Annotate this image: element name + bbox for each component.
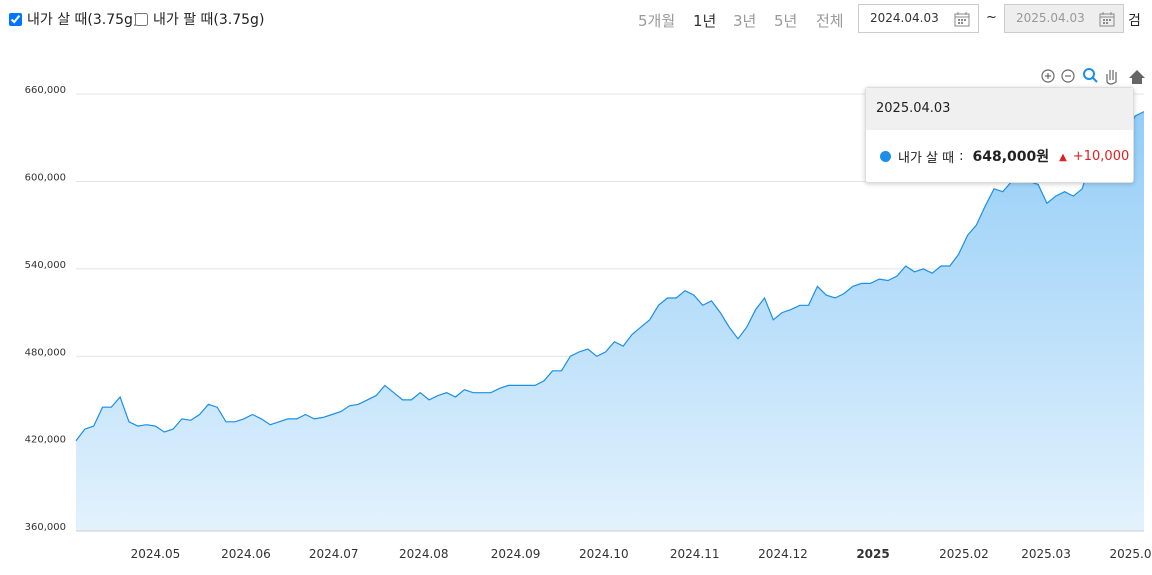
calendar-icon	[1099, 12, 1115, 27]
tooltip: 2025.04.03 내가 살 때 : 648,000원 ▲ +10,000	[865, 87, 1134, 183]
zoom-in-icon[interactable]	[1041, 69, 1055, 83]
home-icon[interactable]	[1129, 70, 1145, 84]
checkbox[interactable]	[9, 12, 22, 26]
search-button[interactable]: 검	[1128, 13, 1141, 29]
x-tick-label: 2025	[856, 547, 889, 561]
end-date: 2025.04.03	[1016, 11, 1085, 25]
x-tick-label: 2024.10	[579, 547, 629, 561]
zoom-select-icon[interactable]	[1083, 68, 1098, 83]
legend-dot	[880, 150, 891, 162]
checkbox[interactable]	[135, 12, 148, 26]
y-tick-label: 660,000	[25, 85, 66, 96]
start-date-input[interactable]: 2024.04.03	[858, 4, 979, 33]
tooltip-body: 내가 살 때 : 648,000원 ▲ +10,000	[866, 130, 1133, 182]
toolbar	[1041, 68, 1145, 85]
x-tick-label: 2024.06	[221, 547, 271, 561]
x-tick-label: 2024.11	[670, 547, 720, 561]
x-tick-label: 2025.02	[939, 547, 989, 561]
period-button[interactable]: 5개월	[638, 12, 676, 30]
y-tick-label: 600,000	[25, 173, 66, 184]
checkbox-buy[interactable]: 내가 살 때(3.75g)	[9, 9, 138, 29]
x-tick-label: 2025.03	[1021, 547, 1071, 561]
checkbox-label: 내가 팔 때(3.75g)	[153, 12, 265, 28]
up-arrow: ▲	[1059, 151, 1067, 163]
calendar-icon	[954, 12, 970, 27]
y-tick-label: 360,000	[25, 522, 66, 533]
x-tick-label: 2024.05	[131, 547, 181, 561]
y-tick-label: 540,000	[25, 260, 66, 271]
x-tick-label: 2024.07	[309, 547, 359, 561]
period-button[interactable]: 1년	[693, 12, 717, 30]
separator: :	[959, 148, 964, 164]
series-name: 내가 살 때	[898, 150, 955, 166]
tooltip-date: 2025.04.03	[866, 88, 1133, 130]
period-button[interactable]: 5년	[774, 12, 798, 30]
y-tick-label: 420,000	[25, 435, 66, 446]
range-separator: ~	[986, 10, 997, 25]
tooltip-value: 648,000원	[972, 149, 1050, 165]
tooltip-change: ▲ +10,000	[1059, 149, 1129, 164]
period-button[interactable]: 전체	[816, 12, 844, 30]
period-button[interactable]: 3년	[733, 12, 757, 30]
zoom-out-icon[interactable]	[1061, 69, 1075, 83]
pan-icon[interactable]	[1106, 70, 1117, 85]
y-tick-label: 480,000	[25, 347, 66, 358]
start-date: 2024.04.03	[870, 11, 939, 25]
checkbox-sell[interactable]: 내가 팔 때(3.75g)	[135, 9, 264, 29]
x-tick-label: 2024.08	[399, 547, 449, 561]
x-tick-label: 2025.04	[1109, 547, 1152, 561]
change-value: +10,000	[1072, 148, 1130, 164]
end-date-input[interactable]: 2025.04.03	[1004, 4, 1124, 33]
checkbox-label: 내가 살 때(3.75g)	[27, 12, 139, 28]
x-tick-label: 2024.09	[491, 547, 541, 561]
x-tick-label: 2024.12	[758, 547, 808, 561]
